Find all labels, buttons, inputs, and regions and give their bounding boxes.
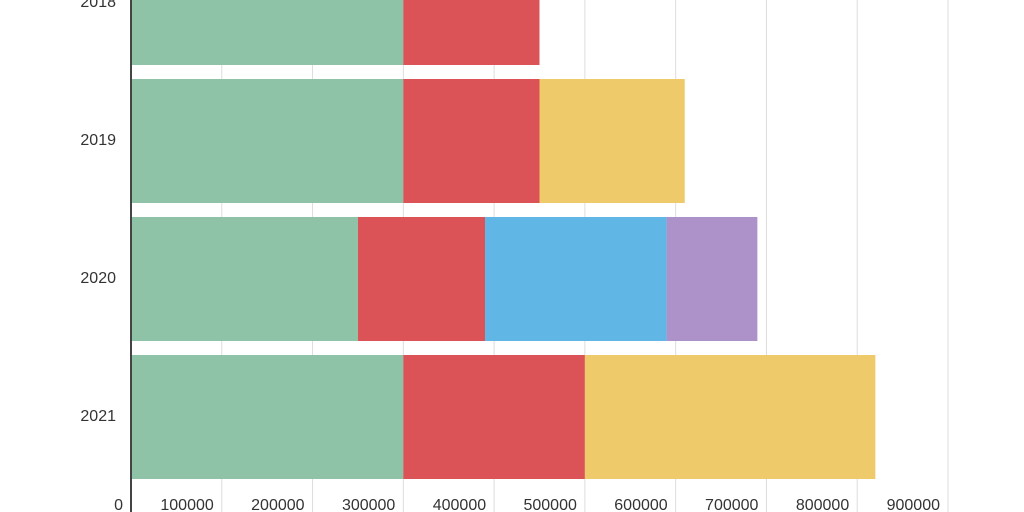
bar-segment xyxy=(131,79,404,203)
bar-segment xyxy=(584,355,876,479)
bar-segment xyxy=(131,355,404,479)
bar-segment xyxy=(403,355,585,479)
y-tick-label: 2019 xyxy=(80,132,116,149)
x-tick-label: 500000 xyxy=(523,497,576,512)
x-tick-label: 800000 xyxy=(796,497,849,512)
bar-segment xyxy=(403,79,540,203)
x-tick-label: 900000 xyxy=(887,497,940,512)
x-tick-label: 400000 xyxy=(433,497,486,512)
x-tick-label: 600000 xyxy=(614,497,667,512)
y-tick-label: 2018 xyxy=(80,0,116,11)
bar-segment xyxy=(539,79,685,203)
bar-segment xyxy=(485,217,667,341)
y-tick-label: 2021 xyxy=(80,408,116,425)
x-tick-label: 700000 xyxy=(705,497,758,512)
bar-segment xyxy=(131,0,404,65)
x-tick-label: 0 xyxy=(114,497,123,512)
bar-segment xyxy=(131,217,358,341)
y-tick-label: 2020 xyxy=(80,270,116,287)
x-tick-label: 100000 xyxy=(160,497,213,512)
x-tick-label: 300000 xyxy=(342,497,395,512)
bar-segment xyxy=(357,217,486,341)
x-tick-label: 200000 xyxy=(251,497,304,512)
bar-segment xyxy=(666,217,758,341)
bar-segment xyxy=(403,0,540,65)
